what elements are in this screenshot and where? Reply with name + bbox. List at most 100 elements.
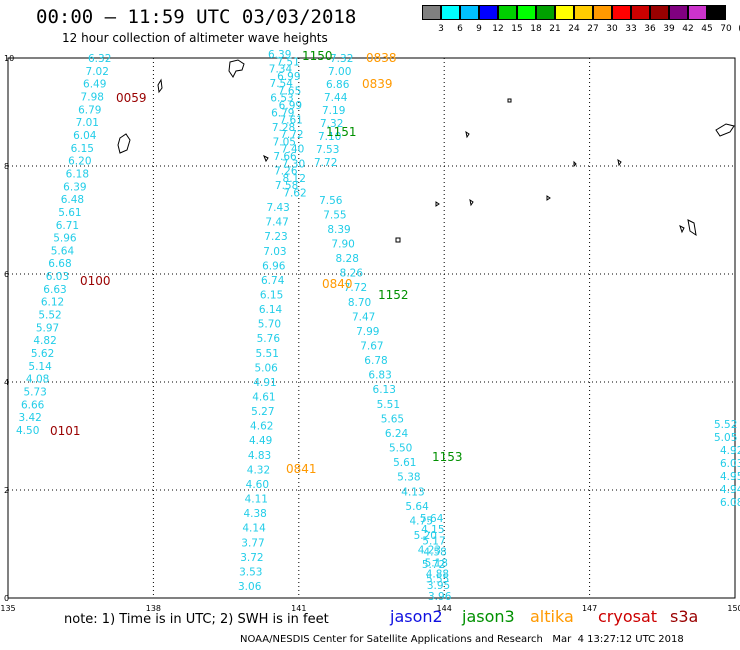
swh-value: 4.95 bbox=[720, 471, 740, 483]
swh-value: 6.96 bbox=[262, 260, 286, 272]
swh-value: 7.43 bbox=[266, 202, 289, 214]
swh-value: 6.15 bbox=[260, 289, 283, 301]
swh-value: 5.52 bbox=[38, 310, 61, 322]
colorbar-label: 33 bbox=[625, 24, 637, 34]
colorbar-label: 6 bbox=[457, 24, 463, 34]
colorbar-label: 21 bbox=[549, 24, 561, 34]
swh-value: 6.15 bbox=[71, 143, 94, 155]
swh-value: 6.03 bbox=[46, 271, 69, 283]
swh-value: 7.99 bbox=[356, 326, 379, 338]
swh-value: 5.20 bbox=[414, 530, 437, 542]
island-outline bbox=[435, 201, 440, 207]
axis-tick-labels: 135 138 141 144 147 150 0 2 4 6 8 10 bbox=[0, 54, 740, 613]
swh-value: 6.08 bbox=[720, 497, 740, 509]
colorbar-label: 24 bbox=[568, 24, 580, 34]
x-tick-label: 135 bbox=[0, 604, 15, 613]
pass-time-label: 0101 bbox=[50, 424, 81, 438]
swh-value: 5.51 bbox=[377, 399, 400, 411]
colorbar-cell bbox=[707, 5, 726, 20]
swh-value: 6.48 bbox=[61, 194, 84, 206]
y-tick-label: 8 bbox=[4, 162, 9, 171]
swh-value: 7.51 bbox=[276, 56, 299, 68]
colorbar-cell bbox=[669, 5, 688, 20]
pass-time-labels: 0059 0100 0101 1150 1151 1152 1153 0838 0839 0840… bbox=[50, 49, 463, 476]
colorbar-cell bbox=[612, 5, 631, 20]
swh-value: 7.98 bbox=[81, 91, 104, 103]
swh-value: 7.01 bbox=[76, 117, 99, 129]
swh-value: 7.62 bbox=[283, 187, 306, 199]
swh-value: 5.61 bbox=[58, 207, 81, 219]
swh-value: 6.63 bbox=[43, 284, 66, 296]
colorbar-label: 3 bbox=[438, 24, 444, 34]
swh-value: 4.61 bbox=[252, 392, 275, 404]
swh-value: 6.71 bbox=[56, 220, 79, 232]
swh-value: 7.67 bbox=[360, 341, 383, 353]
swh-value: 3.72 bbox=[240, 552, 263, 564]
swh-value: 6.66 bbox=[21, 399, 45, 411]
swh-value: 7.30 bbox=[282, 158, 305, 170]
swh-value: 4.50 bbox=[16, 425, 39, 437]
pass-time-label: 0838 bbox=[366, 51, 397, 65]
swh-value: 6.83 bbox=[368, 370, 391, 382]
swh-value: 7.23 bbox=[264, 231, 287, 243]
legend-item-altika: altika bbox=[530, 607, 574, 626]
swh-value: 4.91 bbox=[253, 377, 276, 389]
swh-value: 4.60 bbox=[246, 479, 269, 491]
swh-value: 6.39 bbox=[268, 49, 291, 61]
swh-value: 5.73 bbox=[23, 387, 46, 399]
swh-value: 6.24 bbox=[385, 428, 409, 440]
swh-value: 6.86 bbox=[326, 79, 350, 91]
swh-value: 5.64 bbox=[405, 501, 429, 513]
x-tick-label: 138 bbox=[146, 604, 161, 613]
swh-value: 6.20 bbox=[68, 156, 91, 168]
swh-value: 6.04 bbox=[73, 130, 97, 142]
colorbar-cell bbox=[574, 5, 593, 20]
swh-value: 4.38 bbox=[243, 508, 266, 520]
colorbar-label: 27 bbox=[587, 24, 599, 34]
island-outline bbox=[395, 237, 401, 243]
legend-note: note: 1) Time is in UTC; 2) SWH is in fe… bbox=[64, 612, 329, 627]
swh-value: 5.52 bbox=[714, 419, 737, 431]
pass-time-label: 0839 bbox=[362, 77, 393, 91]
swh-value: 5.18 bbox=[425, 558, 448, 570]
swh-value: 4.94 bbox=[720, 484, 740, 496]
swh-value: 6.12 bbox=[41, 297, 64, 309]
legend-item-cryosat: cryosat bbox=[598, 607, 658, 626]
swh-value: 5.64 bbox=[420, 513, 444, 525]
x-tick-label: 150 bbox=[727, 604, 740, 613]
swh-value: 5.96 bbox=[53, 233, 77, 245]
swh-value: 8.12 bbox=[283, 173, 306, 185]
legend-item-jason2: jason2 bbox=[390, 607, 443, 626]
swh-value: 7.05 bbox=[273, 136, 296, 148]
colorbar-cell bbox=[498, 5, 517, 20]
swh-value: 7.32 bbox=[330, 53, 353, 65]
swh-value: 7.47 bbox=[265, 217, 288, 229]
y-tick-label: 10 bbox=[4, 54, 14, 63]
island-outline bbox=[687, 219, 697, 237]
pass-time-label: 1151 bbox=[326, 125, 357, 139]
swh-value: 5.97 bbox=[36, 322, 59, 334]
swh-value: 5.06 bbox=[254, 362, 278, 374]
pass-time-label: 1150 bbox=[302, 49, 333, 63]
swh-value: 7.02 bbox=[86, 66, 109, 78]
x-tick-label: 141 bbox=[291, 604, 306, 613]
swh-value: 8.26 bbox=[340, 268, 364, 280]
swh-value: 5.64 bbox=[51, 245, 75, 257]
swh-value: 7.65 bbox=[278, 85, 301, 97]
island-outline bbox=[715, 123, 735, 137]
swh-value: 6.14 bbox=[259, 304, 283, 316]
island-outline bbox=[573, 160, 577, 168]
colorbar-cell bbox=[593, 5, 612, 20]
colorbar-label: (ft) bbox=[735, 24, 740, 34]
swh-value: 5.14 bbox=[28, 361, 52, 373]
pass-time-label: 0100 bbox=[80, 274, 111, 288]
swh-value: 6.03 bbox=[720, 458, 740, 470]
swh-value: 7.56 bbox=[319, 195, 343, 207]
swh-value: 7.54 bbox=[270, 78, 294, 90]
swh-value: 4.62 bbox=[250, 421, 273, 433]
swh-value: 8.70 bbox=[348, 297, 371, 309]
swh-value: 7.28 bbox=[272, 122, 295, 134]
swh-value: 6.99 bbox=[277, 71, 300, 83]
colorbar-label: 39 bbox=[663, 24, 675, 34]
swh-value: 7.26 bbox=[274, 166, 298, 178]
